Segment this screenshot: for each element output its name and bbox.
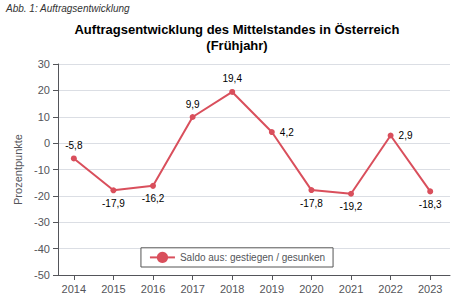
- svg-text:Auftragsentwicklung des Mittel: Auftragsentwicklung des Mittelstandes in…: [74, 22, 399, 37]
- svg-text:-16,2: -16,2: [142, 193, 165, 204]
- svg-text:-18,3: -18,3: [419, 199, 442, 210]
- svg-text:2014: 2014: [62, 283, 86, 295]
- svg-text:2016: 2016: [141, 283, 165, 295]
- svg-text:4,2: 4,2: [280, 127, 294, 138]
- svg-text:-30: -30: [34, 216, 50, 228]
- svg-text:19,4: 19,4: [222, 73, 242, 84]
- svg-text:30: 30: [38, 58, 50, 70]
- svg-text:9,9: 9,9: [186, 99, 200, 110]
- svg-text:10: 10: [38, 111, 50, 123]
- svg-text:Saldo aus: gestiegen / gesunke: Saldo aus: gestiegen / gesunken: [180, 252, 325, 263]
- svg-text:-17,9: -17,9: [102, 198, 125, 209]
- svg-text:(Frühjahr): (Frühjahr): [206, 38, 267, 53]
- svg-text:-20: -20: [34, 190, 50, 202]
- svg-text:2015: 2015: [101, 283, 125, 295]
- svg-text:20: 20: [38, 84, 50, 96]
- svg-text:0: 0: [44, 137, 50, 149]
- svg-text:2022: 2022: [378, 283, 402, 295]
- svg-text:2020: 2020: [299, 283, 323, 295]
- svg-text:-10: -10: [34, 164, 50, 176]
- svg-text:2021: 2021: [339, 283, 363, 295]
- svg-text:-19,2: -19,2: [340, 201, 363, 212]
- svg-text:-5,8: -5,8: [65, 140, 83, 151]
- svg-text:2018: 2018: [220, 283, 244, 295]
- svg-text:-50: -50: [34, 269, 50, 281]
- svg-text:2023: 2023: [418, 283, 442, 295]
- svg-text:-40: -40: [34, 243, 50, 255]
- svg-text:2017: 2017: [180, 283, 204, 295]
- svg-text:2019: 2019: [260, 283, 284, 295]
- svg-text:2,9: 2,9: [399, 130, 413, 141]
- svg-text:-17,8: -17,8: [300, 198, 323, 209]
- svg-text:Abb. 1: Auftragsentwicklung: Abb. 1: Auftragsentwicklung: [5, 3, 130, 14]
- svg-text:Prozentpunkte: Prozentpunkte: [12, 134, 24, 205]
